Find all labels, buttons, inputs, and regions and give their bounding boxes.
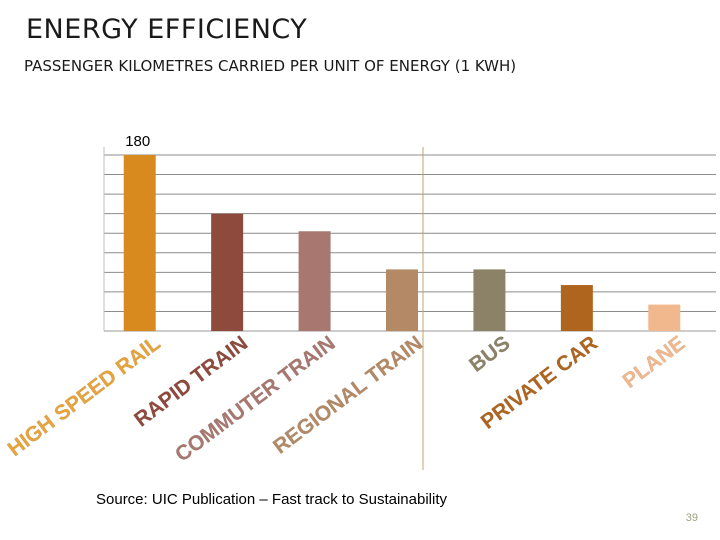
bar (211, 213, 244, 331)
slide-title: ENERGY EFFICIENCY (26, 14, 308, 45)
category-label: BUS (465, 332, 514, 377)
bar (560, 285, 593, 331)
category-label: PLANE (619, 332, 690, 393)
category-label: HIGH SPEED RAIL (4, 332, 165, 461)
slide-subtitle: PASSENGER KILOMETRES CARRIED PER UNIT OF… (24, 57, 517, 75)
data-label: 180 (125, 133, 150, 150)
category-label: REGIONAL TRAIN (269, 332, 427, 459)
bar (473, 269, 506, 331)
bar (298, 231, 331, 331)
bar (648, 304, 681, 331)
source-note: Source: UIC Publication – Fast track to … (96, 491, 447, 508)
bar (386, 269, 418, 331)
bar (123, 155, 156, 331)
category-label: COMMUTER TRAIN (171, 332, 340, 467)
page-number: 39 (685, 512, 698, 524)
